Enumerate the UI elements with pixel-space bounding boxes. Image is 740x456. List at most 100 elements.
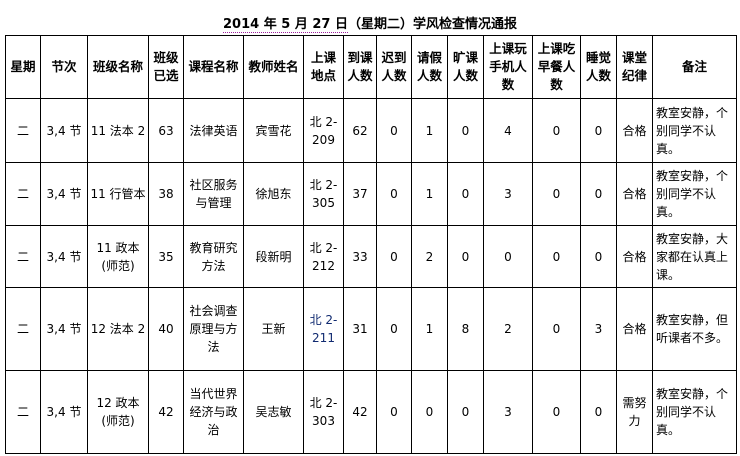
cell-period: 3,4 节	[40, 98, 88, 163]
cell-class-enrolled: 63	[148, 98, 184, 163]
cell-phone: 4	[483, 98, 533, 163]
report-title: 2014 年 5 月 27 日（星期二）学风检查情况通报	[0, 13, 740, 33]
cell-class-enrolled: 35	[148, 225, 184, 288]
cell-course-name: 法律英语	[183, 98, 244, 163]
cell-discipline: 合格	[616, 98, 653, 163]
cell-phone: 0	[483, 225, 533, 288]
cell-weekday: 二	[5, 287, 41, 371]
cell-class-name: 12 政本(师范)	[87, 370, 149, 454]
header-sleeping: 睡觉人数	[580, 35, 617, 99]
cell-present: 37	[343, 162, 377, 226]
header-remarks: 备注	[652, 35, 737, 99]
cell-present: 31	[343, 287, 377, 371]
cell-late: 0	[376, 162, 412, 226]
cell-absent: 8	[447, 287, 484, 371]
cell-phone: 2	[483, 287, 533, 371]
attendance-table: 星期 节次 班级名称 班级已选 课程名称 教师姓名 上课地点 到课人数 迟到人数 请假人数 旷课人数…	[5, 35, 737, 454]
cell-phone: 3	[483, 370, 533, 454]
cell-leave: 1	[411, 98, 448, 163]
cell-course-name: 社区服务与管理	[183, 162, 244, 226]
cell-late: 0	[376, 225, 412, 288]
cell-class-name: 11 法本 2	[87, 98, 149, 163]
table-row: 二 3,4 节 11 政本(师范) 35 教育研究方法 段新明北 2-212 33 0 2 0 0 0…	[5, 225, 737, 288]
header-class-enrolled: 班级已选	[148, 35, 184, 99]
cell-location: 北 2-209	[303, 98, 344, 163]
header-late: 迟到人数	[376, 35, 412, 99]
cell-absent: 0	[447, 370, 484, 454]
cell-late: 0	[376, 370, 412, 454]
cell-present: 62	[343, 98, 377, 163]
cell-location: 北 2-303	[303, 370, 344, 454]
cell-class-name: 11 政本(师范)	[87, 225, 149, 288]
cell-course-name: 当代世界经济与政治	[183, 370, 244, 454]
header-class-name: 班级名称	[87, 35, 149, 99]
cell-location: 北 2-211	[303, 287, 344, 371]
cell-class-name: 11 行管本	[87, 162, 149, 226]
cell-remarks: 教室安静，但听课者不多。	[652, 287, 737, 371]
cell-sleeping: 0	[580, 98, 617, 163]
cell-remarks: 教室安静，个别同学不认真。	[652, 370, 737, 454]
cell-period: 3,4 节	[40, 162, 88, 226]
cell-absent: 0	[447, 98, 484, 163]
cell-breakfast: 0	[532, 98, 581, 163]
cell-leave: 0	[411, 370, 448, 454]
cell-sleeping: 0	[580, 225, 617, 288]
cell-present: 33	[343, 225, 377, 288]
cell-period: 3,4 节	[40, 287, 88, 371]
cell-teacher-name: 王新	[243, 287, 304, 371]
header-phone: 上课玩手机人数	[483, 35, 533, 99]
cell-late: 0	[376, 98, 412, 163]
header-present: 到课人数	[343, 35, 377, 99]
header-weekday: 星期	[5, 35, 41, 99]
header-teacher-name: 教师姓名	[243, 35, 304, 99]
cell-teacher-name: 段新明	[243, 225, 304, 288]
cell-class-name: 12 法本 2	[87, 287, 149, 371]
table-row: 二 3,4 节 11 法本 2 63 法律英语 宾雪花北 2-209 62 0 1 0 4 0 0 合格教…	[5, 98, 737, 163]
cell-absent: 0	[447, 162, 484, 226]
table-row: 二 3,4 节 12 政本(师范) 42 当代世界经济与政治 吴志敏北 2-303 42 0 0…	[5, 370, 737, 454]
header-course-name: 课程名称	[183, 35, 244, 99]
cell-leave: 1	[411, 287, 448, 371]
cell-weekday: 二	[5, 98, 41, 163]
cell-remarks: 教室安静，个别同学不认真。	[652, 98, 737, 163]
header-absent: 旷课人数	[447, 35, 484, 99]
cell-class-enrolled: 38	[148, 162, 184, 226]
cell-discipline: 合格	[616, 225, 653, 288]
report-title-rest: （星期二）学风检查情况通报	[347, 17, 517, 32]
cell-period: 3,4 节	[40, 225, 88, 288]
cell-sleeping: 0	[580, 370, 617, 454]
cell-weekday: 二	[5, 162, 41, 226]
cell-breakfast: 0	[532, 287, 581, 371]
cell-leave: 1	[411, 162, 448, 226]
cell-weekday: 二	[5, 370, 41, 454]
table-row: 二 3,4 节 11 行管本 38 社区服务与管理 徐旭东北 2-305 37 0 1 0 3 0 0 合…	[5, 162, 737, 226]
cell-teacher-name: 徐旭东	[243, 162, 304, 226]
cell-present: 42	[343, 370, 377, 454]
header-leave: 请假人数	[411, 35, 448, 99]
cell-discipline: 合格	[616, 162, 653, 226]
cell-discipline: 需努力	[616, 370, 653, 454]
cell-teacher-name: 吴志敏	[243, 370, 304, 454]
header-breakfast: 上课吃早餐人数	[532, 35, 581, 99]
cell-breakfast: 0	[532, 162, 581, 226]
cell-class-enrolled: 40	[148, 287, 184, 371]
header-period: 节次	[40, 35, 88, 99]
cell-location: 北 2-212	[303, 225, 344, 288]
cell-breakfast: 0	[532, 225, 581, 288]
cell-remarks: 教室安静，个别同学不认真。	[652, 162, 737, 226]
cell-course-name: 社会调查原理与方法	[183, 287, 244, 371]
header-row: 星期 节次 班级名称 班级已选 课程名称 教师姓名 上课地点 到课人数 迟到人数 请假人数 旷课人数…	[5, 35, 737, 99]
cell-class-enrolled: 42	[148, 370, 184, 454]
cell-discipline: 合格	[616, 287, 653, 371]
cell-weekday: 二	[5, 225, 41, 288]
cell-teacher-name: 宾雪花	[243, 98, 304, 163]
cell-phone: 3	[483, 162, 533, 226]
cell-sleeping: 3	[580, 287, 617, 371]
table-row: 二 3,4 节 12 法本 2 40 社会调查原理与方法 王新北 2-211 31 0 1 8 2 0…	[5, 287, 737, 371]
report-date: 2014 年 5 月 27 日	[223, 17, 348, 33]
cell-breakfast: 0	[532, 370, 581, 454]
cell-location: 北 2-305	[303, 162, 344, 226]
cell-sleeping: 0	[580, 162, 617, 226]
cell-course-name: 教育研究方法	[183, 225, 244, 288]
cell-leave: 2	[411, 225, 448, 288]
